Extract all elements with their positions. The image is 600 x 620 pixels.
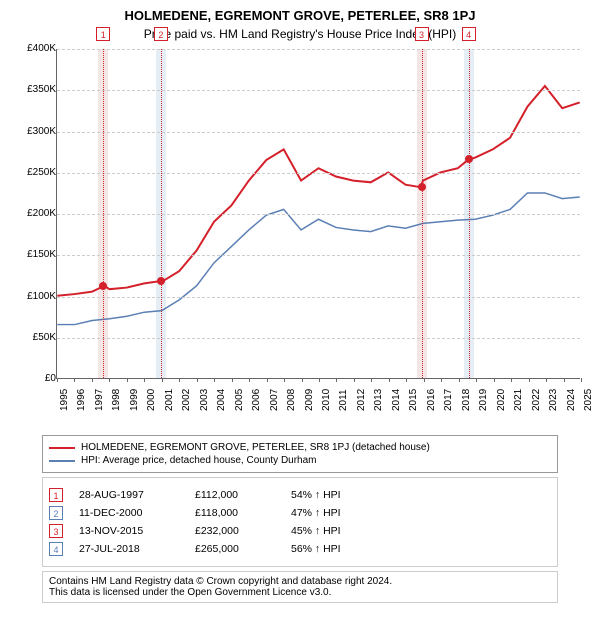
y-axis-label: £200K xyxy=(6,208,56,219)
legend-label: HPI: Average price, detached house, Coun… xyxy=(81,455,317,466)
y-axis-label: £50K xyxy=(6,332,56,343)
x-axis-label: 2003 xyxy=(199,389,210,411)
sale-marker-box: 3 xyxy=(415,27,429,41)
x-axis-label: 2017 xyxy=(443,389,454,411)
sale-ratio: 45% ↑ HPI xyxy=(291,525,551,537)
legend-item: HOLMEDENE, EGREMONT GROVE, PETERLEE, SR8… xyxy=(49,442,551,453)
x-axis-label: 2007 xyxy=(269,389,280,411)
x-axis-label: 2021 xyxy=(513,389,524,411)
sale-price: £265,000 xyxy=(195,543,275,555)
sale-date: 11-DEC-2000 xyxy=(79,507,179,519)
x-axis-label: 2025 xyxy=(583,389,594,411)
x-axis-label: 2004 xyxy=(216,389,227,411)
y-axis-label: £100K xyxy=(6,291,56,302)
x-axis-label: 2011 xyxy=(338,389,349,411)
sale-row: 4 27-JUL-2018 £265,000 56% ↑ HPI xyxy=(49,542,551,556)
x-axis-label: 2000 xyxy=(146,389,157,411)
sale-marker-box: 1 xyxy=(96,27,110,41)
chart-area: £0£50K£100K£150K£200K£250K£300K£350K£400… xyxy=(10,49,590,429)
sale-vline xyxy=(161,49,162,378)
x-axis-label: 2009 xyxy=(304,389,315,411)
sale-row: 1 28-AUG-1997 £112,000 54% ↑ HPI xyxy=(49,488,551,502)
series-line xyxy=(57,86,579,296)
sale-row-marker: 1 xyxy=(49,488,63,502)
legend-swatch xyxy=(49,460,75,462)
x-axis-label: 1999 xyxy=(129,389,140,411)
x-axis-label: 2023 xyxy=(548,389,559,411)
sale-marker-box: 2 xyxy=(154,27,168,41)
x-axis-label: 2020 xyxy=(496,389,507,411)
x-axis-label: 1995 xyxy=(59,389,70,411)
x-axis-label: 2022 xyxy=(531,389,542,411)
x-axis-label: 2014 xyxy=(391,389,402,411)
footnote-line2: This data is licensed under the Open Gov… xyxy=(49,587,551,598)
x-axis-label: 1997 xyxy=(94,389,105,411)
y-axis-label: £350K xyxy=(6,84,56,95)
y-axis-label: £150K xyxy=(6,249,56,260)
sale-vline xyxy=(469,49,470,378)
sale-ratio: 54% ↑ HPI xyxy=(291,489,551,501)
sale-dot xyxy=(465,155,473,163)
sale-price: £118,000 xyxy=(195,507,275,519)
sales-table: 1 28-AUG-1997 £112,000 54% ↑ HPI 2 11-DEC… xyxy=(42,477,558,567)
y-axis-label: £400K xyxy=(6,43,56,54)
sale-price: £112,000 xyxy=(195,489,275,501)
x-axis-label: 2008 xyxy=(286,389,297,411)
x-axis-label: 2001 xyxy=(164,389,175,411)
x-axis-label: 1998 xyxy=(111,389,122,411)
legend-swatch xyxy=(49,447,75,449)
sale-row: 3 13-NOV-2015 £232,000 45% ↑ HPI xyxy=(49,524,551,538)
sale-vline xyxy=(103,49,104,378)
sale-row-marker: 4 xyxy=(49,542,63,556)
x-axis-label: 2024 xyxy=(566,389,577,411)
sale-row-marker: 2 xyxy=(49,506,63,520)
footnote: Contains HM Land Registry data © Crown c… xyxy=(42,571,558,603)
x-axis-label: 2016 xyxy=(426,389,437,411)
legend-label: HOLMEDENE, EGREMONT GROVE, PETERLEE, SR8… xyxy=(81,442,430,453)
sale-dot xyxy=(99,282,107,290)
y-axis-label: £250K xyxy=(6,167,56,178)
sale-ratio: 47% ↑ HPI xyxy=(291,507,551,519)
x-axis-label: 2019 xyxy=(478,389,489,411)
chart-container: HOLMEDENE, EGREMONT GROVE, PETERLEE, SR8… xyxy=(0,0,600,615)
sale-row-marker: 3 xyxy=(49,524,63,538)
sale-dot xyxy=(418,183,426,191)
x-axis-label: 2015 xyxy=(408,389,419,411)
sale-row: 2 11-DEC-2000 £118,000 47% ↑ HPI xyxy=(49,506,551,520)
x-axis-label: 2010 xyxy=(321,389,332,411)
sale-price: £232,000 xyxy=(195,525,275,537)
x-axis-label: 2012 xyxy=(356,389,367,411)
x-axis-label: 2013 xyxy=(373,389,384,411)
x-axis-label: 2006 xyxy=(251,389,262,411)
sale-vline xyxy=(422,49,423,378)
plot-area: 1234 xyxy=(56,49,580,379)
sale-date: 27-JUL-2018 xyxy=(79,543,179,555)
legend: HOLMEDENE, EGREMONT GROVE, PETERLEE, SR8… xyxy=(42,435,558,473)
sale-date: 28-AUG-1997 xyxy=(79,489,179,501)
y-axis-label: £300K xyxy=(6,126,56,137)
chart-title: HOLMEDENE, EGREMONT GROVE, PETERLEE, SR8… xyxy=(10,8,590,23)
x-axis-label: 2005 xyxy=(234,389,245,411)
sale-dot xyxy=(157,277,165,285)
footnote-line1: Contains HM Land Registry data © Crown c… xyxy=(49,576,551,587)
x-axis-label: 1996 xyxy=(76,389,87,411)
sale-ratio: 56% ↑ HPI xyxy=(291,543,551,555)
x-axis-label: 2018 xyxy=(461,389,472,411)
sale-date: 13-NOV-2015 xyxy=(79,525,179,537)
y-axis-label: £0 xyxy=(6,373,56,384)
series-line xyxy=(57,193,579,325)
legend-item: HPI: Average price, detached house, Coun… xyxy=(49,455,551,466)
x-axis-label: 2002 xyxy=(181,389,192,411)
sale-marker-box: 4 xyxy=(462,27,476,41)
